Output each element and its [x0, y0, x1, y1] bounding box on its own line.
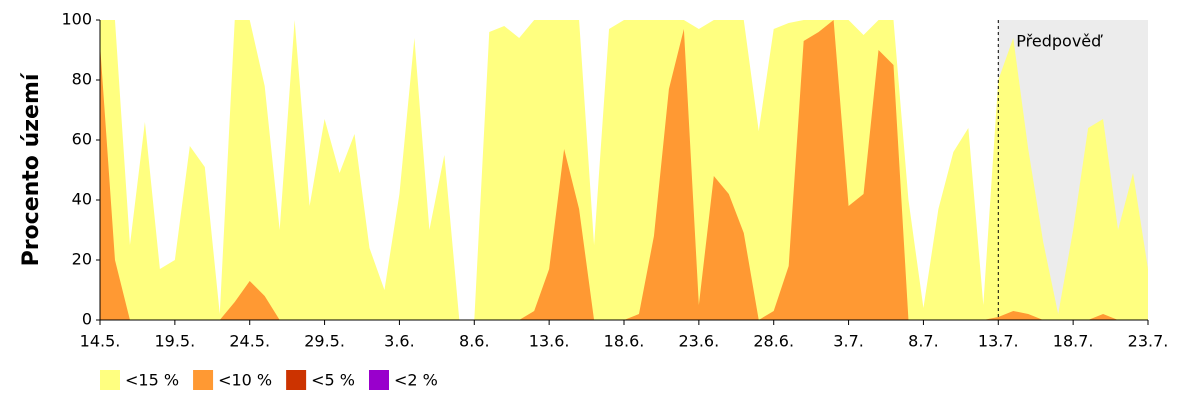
forecast-label: Předpověď [1016, 32, 1103, 51]
x-tick-label: 13.6. [529, 332, 570, 351]
legend-label: <5 % [311, 371, 355, 390]
legend-label: <15 % [125, 371, 179, 390]
legend-swatch [193, 370, 214, 390]
y-tick-label: 20 [72, 250, 92, 269]
x-tick-label: 18.6. [604, 332, 645, 351]
y-tick-label: 0 [82, 310, 92, 329]
area [100, 20, 1148, 320]
x-tick-label: 28.6. [753, 332, 794, 351]
x-tick-label: 19.5. [154, 332, 195, 351]
y-tick-label: 40 [72, 190, 92, 209]
x-tick-label: 23.6. [678, 332, 719, 351]
x-tick-label: 8.7. [908, 332, 939, 351]
legend-swatch [100, 370, 120, 390]
x-tick-label: 14.5. [80, 332, 121, 351]
x-tick-label: 8.6. [459, 332, 490, 351]
x-tick-label: 13.7. [978, 332, 1019, 351]
x-tick-label: 3.7. [833, 332, 864, 351]
area [100, 20, 1148, 320]
legend-swatch [369, 370, 389, 390]
x-tick-label: 3.6. [384, 332, 415, 351]
legend-label: <10 % [218, 371, 272, 390]
legend-label: <2 % [394, 371, 438, 390]
x-tick-label: 18.7. [1053, 332, 1094, 351]
y-axis-label: Procento území [19, 72, 44, 266]
y-tick-label: 80 [72, 70, 92, 89]
legend-swatch [286, 370, 307, 390]
x-tick-label: 23.7. [1128, 332, 1169, 351]
x-tick-label: 29.5. [304, 332, 345, 351]
x-tick-label: 24.5. [229, 332, 270, 351]
y-tick-label: 100 [61, 10, 92, 29]
y-tick-label: 60 [72, 130, 92, 149]
